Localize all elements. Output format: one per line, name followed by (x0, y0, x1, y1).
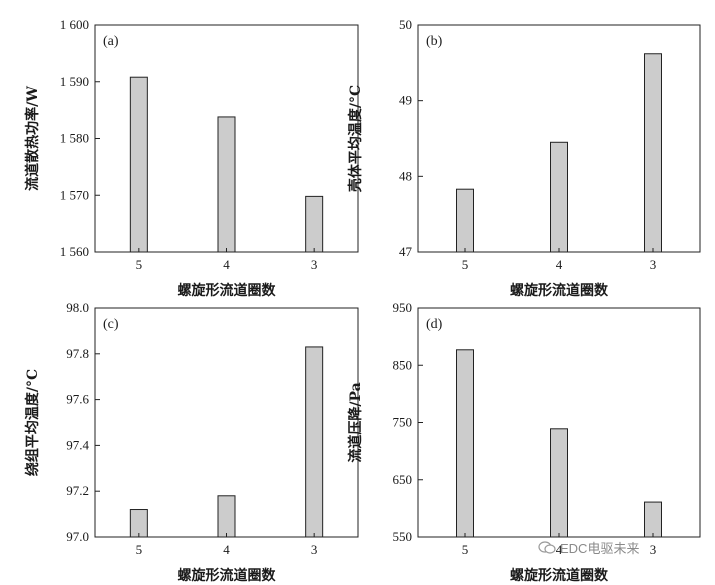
x-tick-label: 5 (136, 257, 143, 272)
y-tick-label: 1 600 (60, 17, 89, 32)
x-tick-label: 3 (311, 257, 318, 272)
wechat-icon (538, 541, 556, 554)
bar (644, 53, 662, 253)
x-tick-label: 4 (556, 257, 563, 272)
x-tick-label: 4 (223, 257, 230, 272)
y-tick-label: 48 (399, 168, 412, 183)
y-tick-label: 97.0 (66, 529, 89, 544)
y-tick-label: 650 (393, 472, 413, 487)
y-tick-label: 97.2 (66, 483, 89, 498)
y-tick-label: 1 580 (60, 131, 89, 146)
chart-panel-d: 550 650 750 850 950 5 4 3 (d) 螺旋形流道圈数 流道压降/Pa (347, 300, 701, 584)
y-tick-label: 950 (393, 300, 413, 315)
x-tick-label: 5 (462, 257, 469, 272)
watermark: EDC电驱未来 (538, 538, 639, 557)
bar (129, 509, 148, 538)
y-axis-label: 流道散热功率/W (24, 86, 41, 191)
x-tick-label: 3 (311, 542, 318, 557)
bar (456, 188, 474, 253)
y-axis-label: 绕组平均温度/°C (24, 369, 41, 476)
y-tick-label: 47 (399, 244, 413, 259)
bar (550, 141, 568, 253)
chart-panel-c: 97.0 97.2 97.4 97.6 97.8 98.0 5 4 3 (c) 螺旋形流道圈数 绕组平… (24, 300, 359, 584)
y-tick-label: 49 (399, 93, 412, 108)
panel-label: (d) (426, 317, 443, 332)
y-tick-label: 550 (393, 529, 413, 544)
x-tick-label: 3 (650, 542, 657, 557)
chart-panel-b: 47 48 49 50 5 4 3 (b) 螺旋形流道圈数 壳体平均温度/°C (347, 17, 701, 299)
x-tick-label: 4 (223, 542, 230, 557)
y-tick-label: 1 590 (60, 74, 89, 89)
panel-label: (c) (103, 317, 119, 332)
y-axis-label: 壳体平均温度/°C (347, 85, 364, 193)
bar (644, 501, 662, 538)
x-axis-label: 螺旋形流道圈数 (510, 282, 609, 299)
bar (305, 195, 324, 253)
watermark-text: EDC电驱未来 (560, 541, 640, 556)
bar (217, 495, 236, 538)
bar (305, 346, 324, 538)
x-axis-label: 螺旋形流道圈数 (178, 567, 277, 584)
panel-label: (b) (426, 34, 443, 49)
panel-label: (a) (103, 34, 119, 49)
x-axis-label: 螺旋形流道圈数 (178, 282, 277, 299)
bar (550, 428, 568, 538)
x-tick-label: 5 (136, 542, 143, 557)
x-axis-label: 螺旋形流道圈数 (510, 567, 609, 584)
y-tick-label: 97.4 (66, 437, 89, 452)
bar (217, 116, 236, 253)
x-tick-label: 4 (556, 542, 563, 557)
chart-panel-a: 1 560 1 570 1 580 1 590 1 600 5 4 3 (a) 螺旋形流道圈数 流道… (24, 17, 359, 299)
y-axis-label: 流道压降/Pa (347, 382, 364, 462)
x-tick-label: 3 (650, 257, 657, 272)
y-tick-label: 750 (393, 415, 413, 430)
y-tick-label: 850 (393, 357, 413, 372)
y-tick-label: 50 (399, 17, 412, 32)
x-tick-label: 5 (462, 542, 469, 557)
bar (129, 76, 148, 253)
y-tick-label: 98.0 (66, 300, 89, 315)
bar (456, 349, 474, 538)
y-tick-label: 1 560 (60, 244, 89, 259)
y-tick-label: 97.6 (66, 392, 89, 407)
y-tick-label: 97.8 (66, 346, 89, 361)
y-tick-label: 1 570 (60, 187, 89, 202)
